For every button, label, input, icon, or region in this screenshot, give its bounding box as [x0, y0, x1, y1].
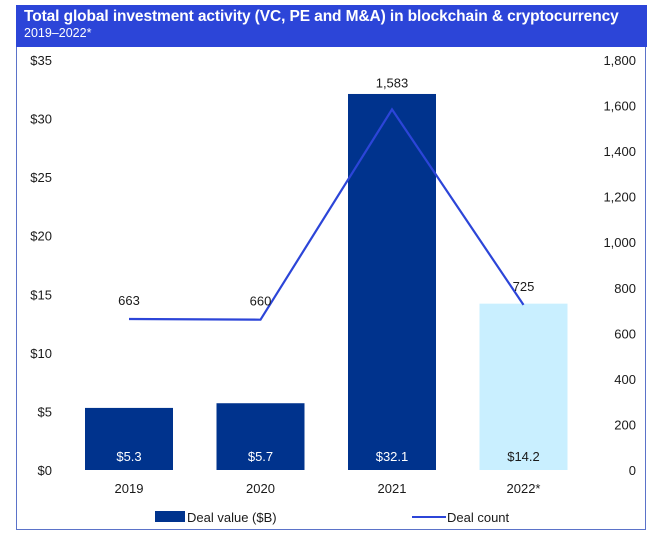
- bar-deal-value-2021: [348, 93, 436, 470]
- left-axis-tick-label: $5: [38, 404, 52, 419]
- bar-value-label: $5.7: [248, 449, 273, 464]
- left-axis-tick-label: $25: [30, 170, 52, 185]
- chart-subtitle: 2019–2022*: [24, 26, 92, 40]
- x-axis-tick-label: 2019: [115, 481, 144, 496]
- chart-title: Total global investment activity (VC, PE…: [24, 8, 619, 25]
- x-axis-tick-label: 2020: [246, 481, 275, 496]
- line-point-label: 663: [118, 293, 140, 308]
- right-axis-tick-label: 1,400: [603, 144, 636, 159]
- bar-value-label: $14.2: [507, 449, 540, 464]
- right-axis-tick-label: 1,000: [603, 235, 636, 250]
- right-axis-tick-label: 1,800: [603, 53, 636, 68]
- left-axis-tick-label: $30: [30, 112, 52, 127]
- bar-deal-value-2020: [216, 403, 305, 470]
- x-axis: 2019 2020 2021 2022*: [115, 481, 541, 496]
- bar-deal-value-2019: [85, 407, 173, 470]
- right-axis-tick-label: 800: [614, 281, 636, 296]
- left-axis-tick-label: $20: [30, 229, 52, 244]
- right-axis-tick-label: 400: [614, 372, 636, 387]
- x-axis-tick-label: 2022*: [507, 481, 541, 496]
- right-axis-tick-label: 600: [614, 326, 636, 341]
- right-axis-tick-label: 1,200: [603, 190, 636, 205]
- left-axis-tick-label: $35: [30, 53, 52, 68]
- bar-series: $5.3 $5.7 $32.1 $14.2: [85, 93, 568, 470]
- right-axis-tick-label: 0: [629, 463, 636, 478]
- bar-value-label: $32.1: [376, 449, 409, 464]
- chart-header: Total global investment activity (VC, PE…: [16, 5, 647, 47]
- right-axis-tick-label: 200: [614, 417, 636, 432]
- bar-deal-value-2022: [479, 303, 568, 470]
- line-deal-count: [128, 107, 525, 321]
- line-series: 663 660 1,583 725: [118, 75, 535, 321]
- right-axis: 0 200 400 600 800 1,000 1,200 1,400 1,600 1,800: [603, 53, 636, 478]
- x-axis-tick-label: 2021: [378, 481, 407, 496]
- left-axis: $0 $5 $10 $15 $20 $25 $30 $35: [30, 53, 52, 478]
- right-axis-tick-label: 1,600: [603, 99, 636, 114]
- legend-label-deal-value: Deal value ($B): [187, 510, 277, 525]
- legend-swatch-deal-value: [155, 511, 185, 522]
- left-axis-tick-label: $0: [38, 463, 52, 478]
- line-point-label: 1,583: [376, 75, 409, 90]
- left-axis-tick-label: $15: [30, 287, 52, 302]
- left-axis-tick-label: $10: [30, 346, 52, 361]
- line-point-label: 660: [250, 294, 272, 309]
- legend-label-deal-count: Deal count: [447, 510, 510, 525]
- line-point-label: 725: [513, 279, 535, 294]
- legend: Deal value ($B) Deal count: [155, 510, 510, 525]
- bar-value-label: $5.3: [116, 449, 141, 464]
